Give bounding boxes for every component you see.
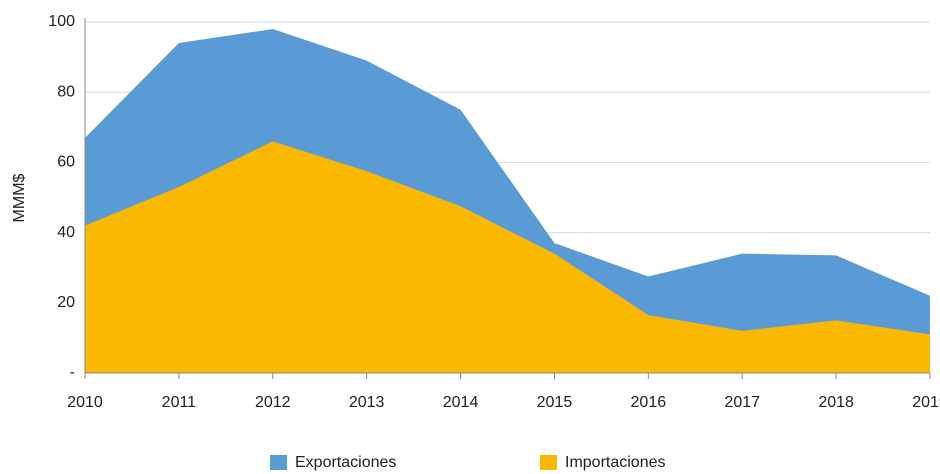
y-tick-label: 40 xyxy=(57,224,75,241)
x-tick-label: 2019 xyxy=(912,394,940,411)
area xyxy=(85,141,930,373)
x-tick-label: 2013 xyxy=(349,394,385,411)
y-tick-label: 20 xyxy=(57,294,75,311)
x-tick-label: 2014 xyxy=(443,394,479,411)
legend-label: Importaciones xyxy=(565,454,666,471)
y-axis-label: MMM$ xyxy=(11,173,28,222)
x-tick-label: 2018 xyxy=(818,394,854,411)
x-tick-label: 2012 xyxy=(255,394,291,411)
x-tick-label: 2015 xyxy=(537,394,573,411)
x-tick-label: 2017 xyxy=(724,394,760,411)
x-tick-label: 2011 xyxy=(162,394,197,411)
y-tick-label: 80 xyxy=(57,83,75,100)
y-tick-label: - xyxy=(70,364,75,381)
legend-swatch xyxy=(540,455,557,470)
x-tick-label: 2010 xyxy=(67,394,103,411)
y-tick-label: 60 xyxy=(57,154,75,171)
legend-swatch xyxy=(270,455,287,470)
x-tick-label: 2016 xyxy=(631,394,667,411)
y-tick-label: 100 xyxy=(48,13,75,30)
legend-label: Exportaciones xyxy=(295,454,396,471)
